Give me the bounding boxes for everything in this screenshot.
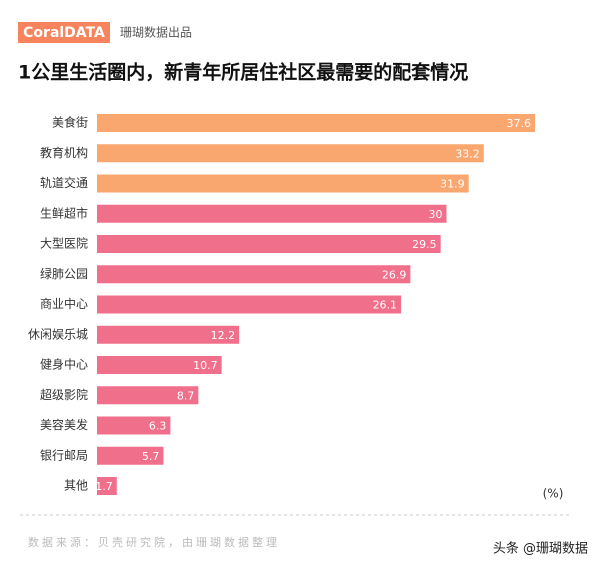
value-label: 6.3 — [149, 420, 167, 433]
bar — [97, 174, 469, 193]
value-label: 8.7 — [177, 389, 195, 402]
footer: 头条 @珊瑚数据 — [493, 541, 588, 557]
bar — [97, 295, 402, 314]
category-label: 轨道交通 — [40, 175, 88, 190]
category-label: 美食街 — [52, 115, 88, 130]
brand: CoralDATA — [23, 25, 105, 41]
category-label: 银行邮局 — [40, 448, 88, 462]
category-label: 其他 — [64, 479, 88, 493]
bar — [97, 144, 484, 163]
bar — [97, 325, 240, 344]
bar — [97, 386, 199, 405]
value-label: 1.7 — [95, 480, 113, 493]
category-label: 生鲜超市 — [40, 205, 88, 220]
bar — [97, 416, 171, 435]
value-label: 10.7 — [193, 359, 218, 372]
category-label: 超级影院 — [40, 387, 88, 402]
value-label: 37.6 — [507, 117, 532, 130]
value-label: 33.2 — [455, 147, 480, 160]
bar — [97, 356, 222, 374]
category-label: 大型医院 — [40, 237, 88, 251]
chart-title: 1公里生活圈内，新青年所居住社区最需要的配套情况 — [18, 61, 468, 84]
value-label: 12.2 — [211, 329, 236, 342]
category-label: 美容美发 — [40, 417, 88, 432]
bar — [97, 204, 447, 223]
category-label: 休闲娱乐城 — [28, 327, 88, 341]
category-label: 健身中心 — [40, 357, 88, 372]
brand-note: 珊瑚数据出品 — [120, 25, 192, 40]
value-label: 26.1 — [373, 299, 398, 312]
bar — [97, 235, 441, 253]
bar — [97, 265, 411, 284]
category-label: 绿肺公园 — [40, 266, 88, 281]
bar — [97, 477, 117, 495]
brand-box — [18, 22, 110, 43]
source: 数据来源：贝壳研究院，由珊瑚数据整理 — [28, 535, 280, 549]
bar — [97, 114, 536, 132]
category-label: 教育机构 — [40, 145, 88, 160]
bar — [97, 446, 164, 465]
value-label: 29.5 — [412, 238, 437, 251]
category-label: 商业中心 — [40, 296, 88, 311]
value-label: 5.7 — [142, 450, 160, 463]
value-label: 30 — [429, 208, 443, 221]
value-label: 31.9 — [440, 178, 465, 191]
unit-label: (%) — [543, 487, 564, 501]
value-label: 26.9 — [382, 268, 407, 281]
